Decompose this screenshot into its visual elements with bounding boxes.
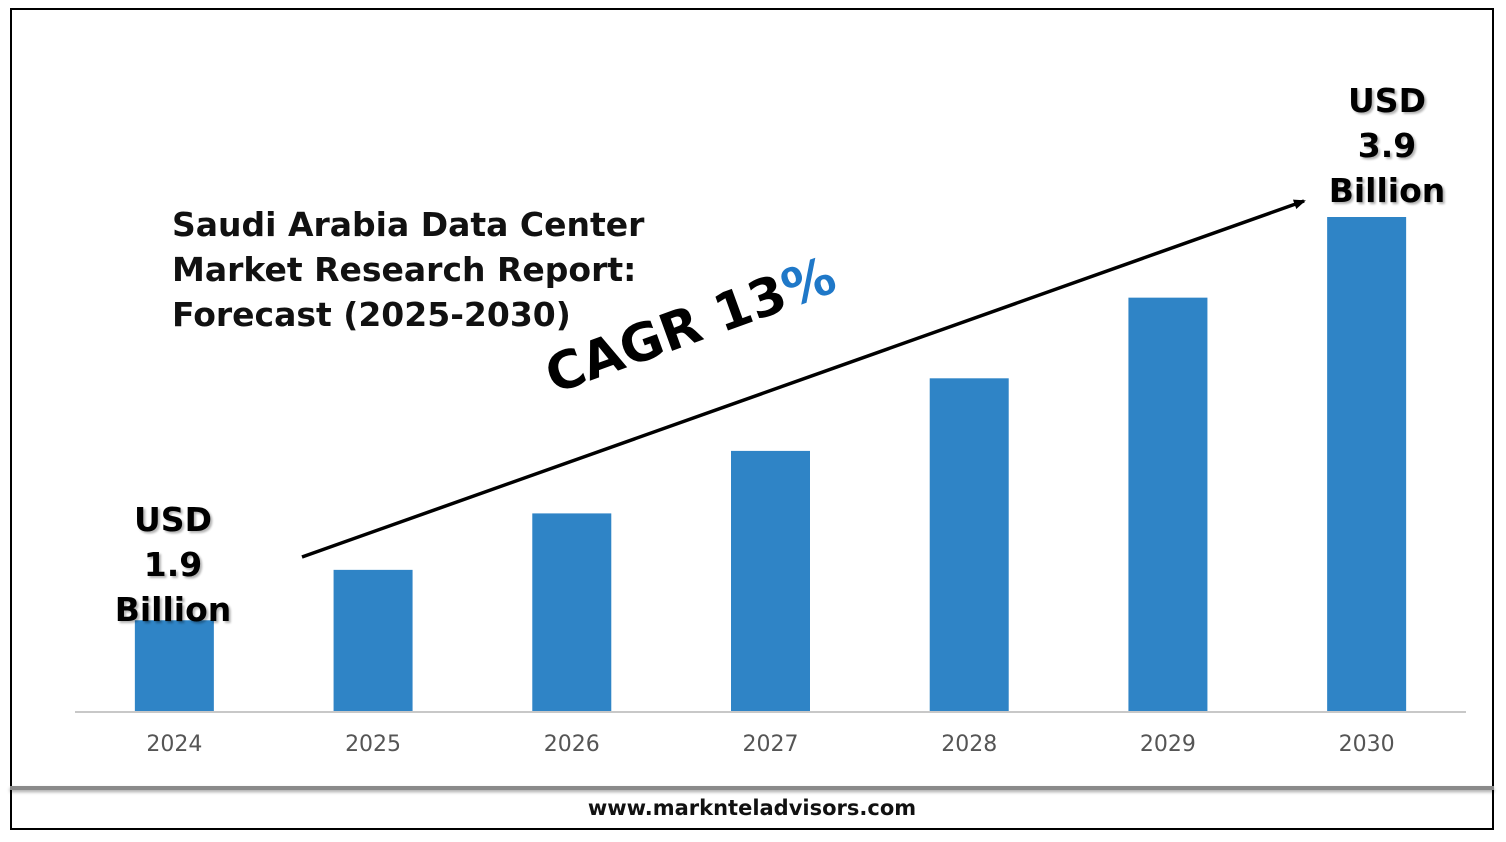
x-tick-label-2030: 2030 — [1339, 732, 1395, 757]
start-value-unit: Billion — [114, 590, 232, 629]
bar-2029 — [1128, 297, 1208, 711]
chart-title-line-3: Forecast (2025-2030) — [172, 295, 571, 334]
trend-arrow — [301, 199, 1306, 559]
x-tick-label-2024: 2024 — [146, 732, 202, 757]
end-value-currency: USD — [1348, 81, 1426, 120]
chart-title-line-2: Market Research Report: — [172, 250, 637, 289]
x-tick-label-2027: 2027 — [743, 732, 799, 757]
chart-title: Saudi Arabia Data Center Market Research… — [172, 202, 644, 337]
bar-2025 — [333, 569, 413, 711]
x-tick-label-2029: 2029 — [1140, 732, 1196, 757]
bar-2027 — [731, 450, 810, 711]
bar-2024 — [134, 620, 214, 711]
bar-2028 — [929, 378, 1009, 711]
start-value-number: 1.9 — [143, 545, 203, 584]
end-value-number: 3.9 — [1357, 126, 1417, 165]
end-value-unit: Billion — [1328, 171, 1446, 210]
footer-divider — [10, 786, 1494, 790]
end-value-label: USD 3.9 Billion — [1287, 78, 1487, 213]
chart-title-line-1: Saudi Arabia Data Center — [172, 205, 645, 244]
footer-url: www.marknteladvisors.com — [587, 796, 917, 820]
x-tick-label-2025: 2025 — [345, 732, 401, 757]
x-tick-label-2026: 2026 — [544, 732, 600, 757]
start-value-currency: USD — [134, 500, 212, 539]
x-tick-label-2028: 2028 — [941, 732, 997, 757]
start-value-label: USD 1.9 Billion — [73, 497, 273, 632]
bar-2030 — [1327, 217, 1407, 711]
bar-2026 — [532, 513, 612, 711]
